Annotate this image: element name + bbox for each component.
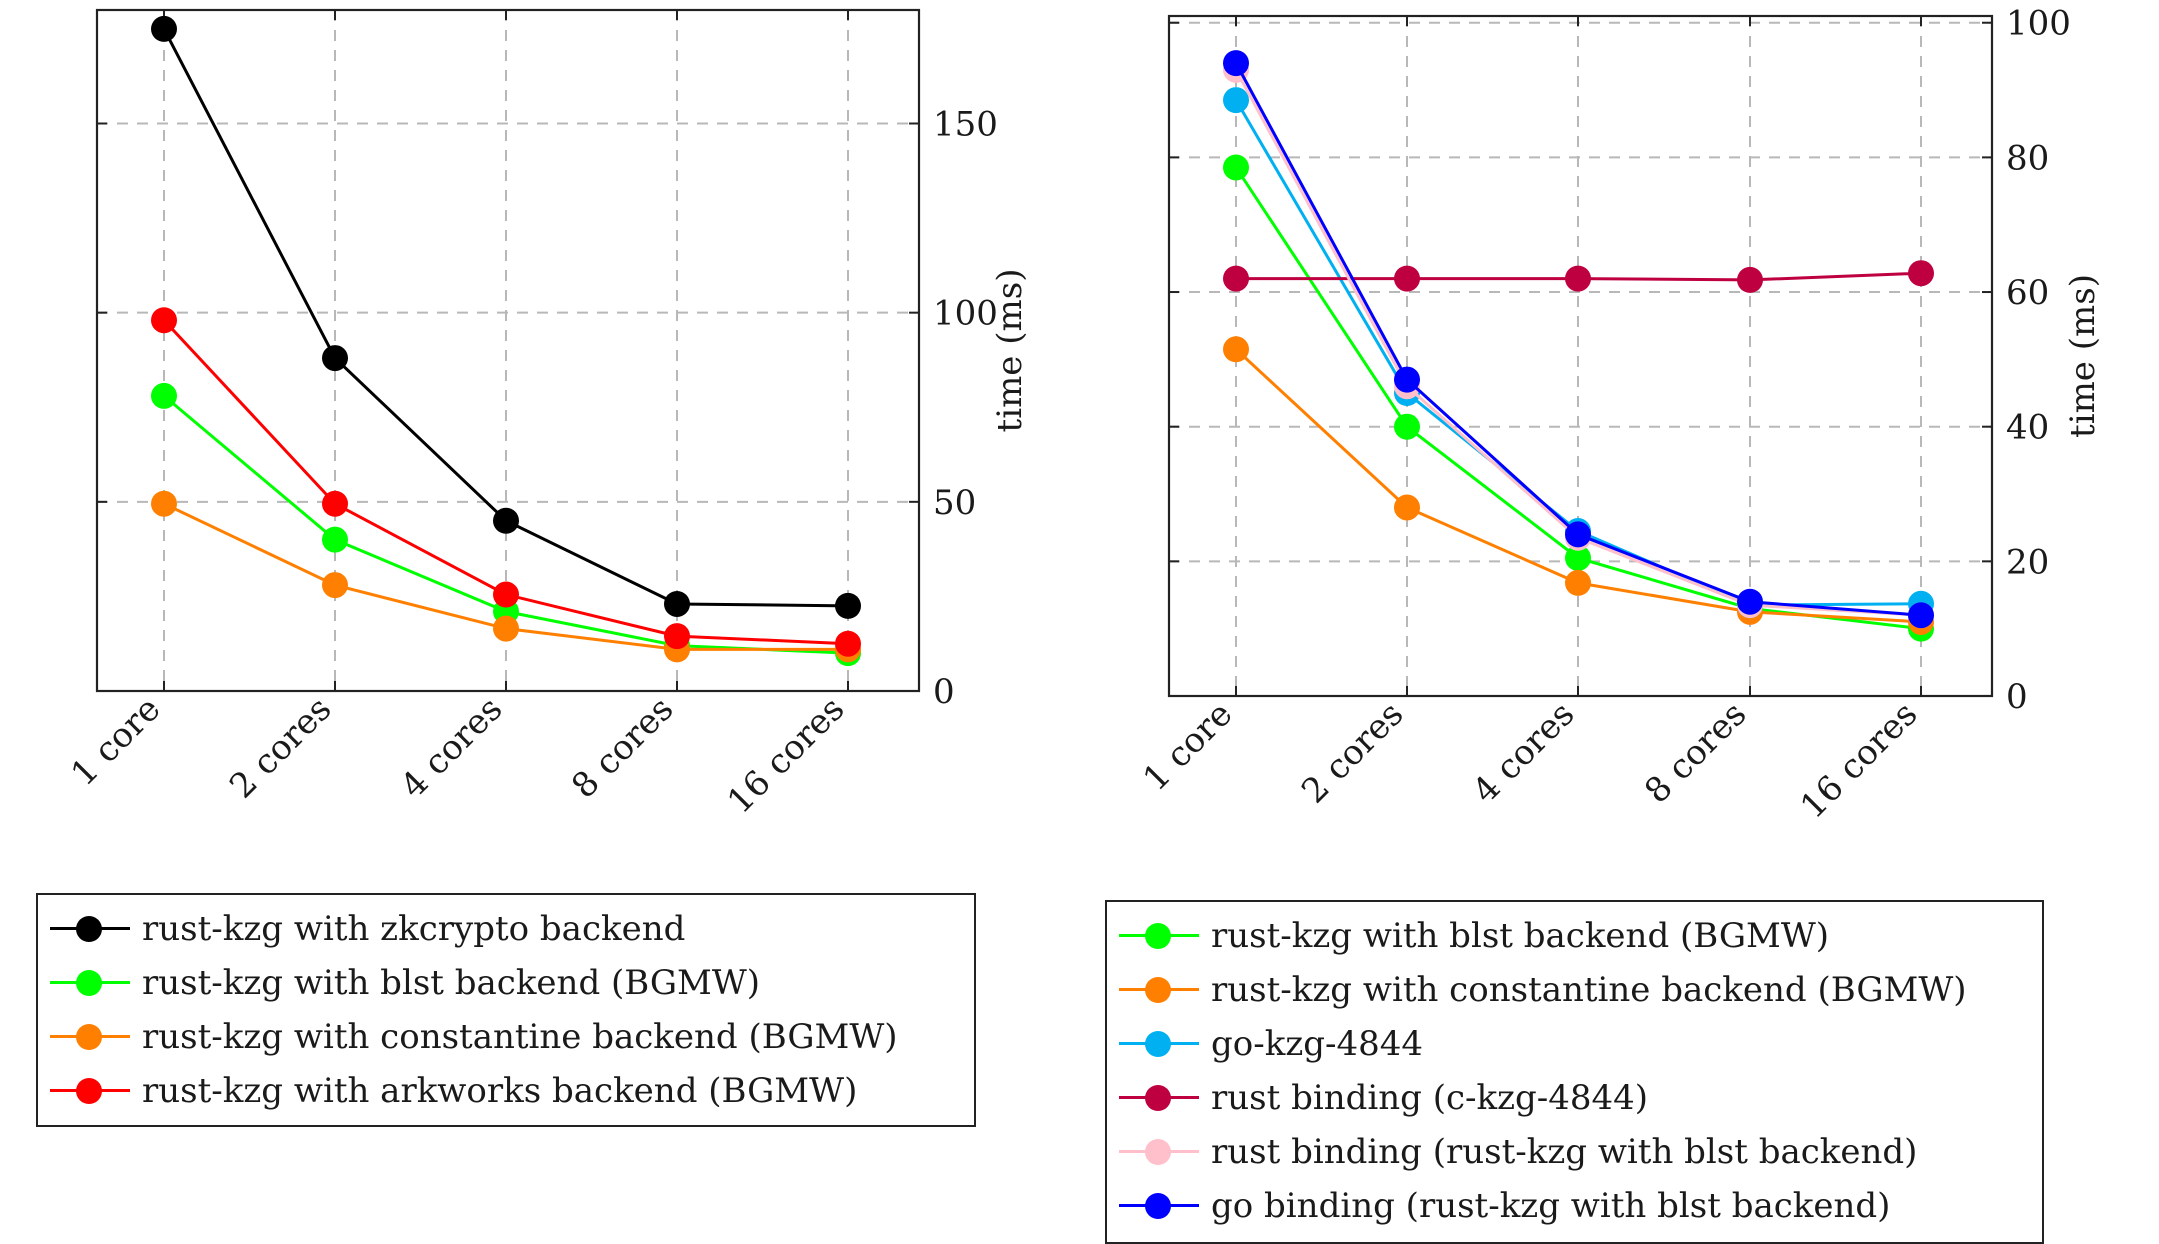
- data-point: [1565, 521, 1591, 548]
- legend-item: rust-kzg with constantine backend (BGMW): [38, 1010, 898, 1064]
- y-tick-label: 20: [2006, 542, 2049, 582]
- data-point: [1223, 336, 1249, 363]
- legend-item: go-kzg-4844: [1107, 1017, 1423, 1071]
- x-tick-label: 8 cores: [564, 689, 681, 806]
- y-tick-label: 100: [2006, 4, 2071, 44]
- legend-label: rust-kzg with constantine backend (BGMW): [142, 1017, 898, 1057]
- legend-label: rust-kzg with constantine backend (BGMW): [1211, 970, 1967, 1010]
- data-point: [151, 490, 177, 517]
- chart-left: 0 50 100 150 1 core 2 cores 4 cores 8 cores 16 c…: [63, 8, 1030, 822]
- legend-item: rust-kzg with blst backend (BGMW): [38, 956, 760, 1010]
- legend-marker: [1119, 1071, 1199, 1125]
- legend-label: rust binding (c-kzg-4844): [1211, 1078, 1649, 1118]
- data-point: [322, 526, 348, 553]
- x-tick-label: 2 cores: [222, 689, 339, 806]
- legend-label: rust-kzg with blst backend (BGMW): [142, 963, 761, 1003]
- data-point: [1394, 265, 1420, 292]
- plot-frame: [95, 8, 921, 693]
- legend-item: rust binding (c-kzg-4844): [1107, 1071, 1648, 1125]
- data-point: [835, 630, 861, 657]
- x-tick-label: 2 cores: [1294, 694, 1411, 811]
- data-point: [1394, 366, 1420, 393]
- legend-right: rust-kzg with blst backend (BGMW) rust-k…: [1105, 900, 2044, 1244]
- legend-label: rust-kzg with blst backend (BGMW): [1211, 916, 1830, 956]
- y-tick-label: 150: [933, 105, 998, 145]
- data-point: [664, 590, 690, 617]
- legend-marker: [50, 1010, 130, 1064]
- legend-marker: [1119, 1017, 1199, 1071]
- legend-item: go binding (rust-kzg with blst backend): [1107, 1179, 1890, 1233]
- plot-frame: [1167, 14, 1994, 698]
- legend-label: go binding (rust-kzg with blst backend): [1211, 1186, 1891, 1226]
- data-point: [151, 382, 177, 409]
- x-tick-label: 16 cores: [1793, 694, 1926, 827]
- y-tick-label: 50: [933, 483, 976, 523]
- x-tick-label: 8 cores: [1637, 694, 1754, 811]
- x-tick-label: 16 cores: [720, 689, 853, 822]
- data-point: [1737, 266, 1763, 293]
- x-tick-label: 1 core: [63, 689, 168, 794]
- data-point: [1223, 265, 1249, 292]
- legend-label: rust binding (rust-kzg with blst backend…: [1211, 1132, 1918, 1172]
- legend-marker: [50, 902, 130, 956]
- legend-item: rust-kzg with zkcrypto backend: [38, 902, 685, 956]
- legend-marker: [1119, 1179, 1199, 1233]
- legend-marker: [1119, 963, 1199, 1017]
- legend-label: rust-kzg with arkworks backend (BGMW): [142, 1071, 858, 1111]
- data-point: [1565, 544, 1591, 571]
- legend-marker: [1119, 909, 1199, 963]
- y-tick-label: 40: [2006, 408, 2049, 448]
- y-axis-label: time (ms): [990, 269, 1030, 433]
- legend-marker: [50, 1064, 130, 1118]
- data-point: [664, 623, 690, 650]
- x-tick-label: 1 core: [1135, 694, 1240, 799]
- x-tick-label: 4 cores: [1465, 694, 1582, 811]
- data-point: [151, 15, 177, 42]
- data-point: [322, 572, 348, 599]
- data-point: [322, 490, 348, 517]
- legend-item: rust-kzg with blst backend (BGMW): [1107, 909, 1829, 963]
- y-tick-label: 100: [933, 294, 998, 334]
- data-point: [835, 592, 861, 619]
- data-point: [493, 507, 519, 534]
- y-axis-label: time (ms): [2063, 274, 2103, 438]
- legend-item: rust-kzg with constantine backend (BGMW): [1107, 963, 1967, 1017]
- data-point: [151, 307, 177, 334]
- legend-label: go-kzg-4844: [1211, 1024, 1424, 1064]
- data-point: [493, 581, 519, 608]
- legend-label: rust-kzg with zkcrypto backend: [142, 909, 686, 949]
- legend-item: rust-kzg with arkworks backend (BGMW): [38, 1064, 857, 1118]
- legend-item: rust binding (rust-kzg with blst backend…: [1107, 1125, 1917, 1179]
- data-point: [1908, 602, 1934, 629]
- x-tick-label: 4 cores: [393, 689, 510, 806]
- data-point: [1223, 154, 1249, 181]
- data-point: [1223, 50, 1249, 77]
- legend-left: rust-kzg with zkcrypto backend rust-kzg …: [36, 893, 976, 1127]
- y-tick-label: 0: [933, 672, 955, 712]
- data-point: [1565, 569, 1591, 596]
- chart-right: 0 20 40 60 80 100 1 core 2 cores 4 cores 8 cores 1…: [1135, 4, 2103, 827]
- data-point: [1908, 260, 1934, 287]
- y-tick-label: 80: [2006, 138, 2049, 178]
- data-point: [322, 345, 348, 372]
- y-tick-label: 60: [2006, 273, 2049, 313]
- legend-marker: [50, 956, 130, 1010]
- data-point: [1394, 413, 1420, 440]
- legend-marker: [1119, 1125, 1199, 1179]
- data-point: [1394, 494, 1420, 521]
- data-point: [1565, 265, 1591, 292]
- data-point: [1223, 87, 1249, 114]
- y-tick-label: 0: [2006, 677, 2028, 717]
- data-point: [1737, 588, 1763, 615]
- data-point: [493, 615, 519, 642]
